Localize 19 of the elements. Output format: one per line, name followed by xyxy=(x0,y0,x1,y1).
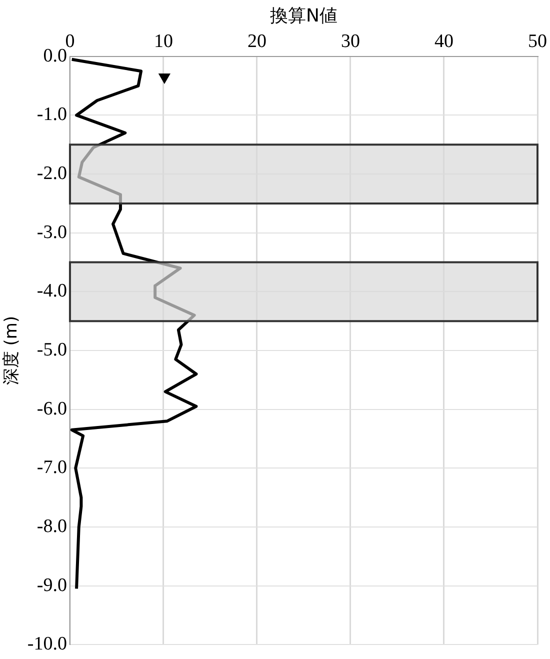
x-tick-label: 40 xyxy=(434,30,454,52)
y-axis-title: 深度 (m) xyxy=(2,316,22,386)
x-axis-title: 換算N値 xyxy=(270,5,338,26)
y-tick-label: -4.0 xyxy=(36,280,67,302)
y-tick-label: -2.0 xyxy=(36,163,67,184)
y-tick-label: -6.0 xyxy=(36,398,67,420)
x-tick-label: 0 xyxy=(65,30,75,52)
y-tick-label: 0.0 xyxy=(43,45,67,66)
x-tick-label: 50 xyxy=(528,30,547,52)
y-tick-label: -7.0 xyxy=(36,457,67,478)
y-tick-label: -9.0 xyxy=(36,574,67,596)
x-tick-label: 10 xyxy=(154,30,173,52)
y-tick-label: -8.0 xyxy=(36,516,67,537)
x-tick-label: 20 xyxy=(247,30,266,52)
y-tick-label: -1.0 xyxy=(36,104,67,126)
y-tick-label: -5.0 xyxy=(36,339,67,360)
x-tick-label: 30 xyxy=(340,30,360,52)
y-tick-label: -3.0 xyxy=(36,222,67,243)
y-tick-label: -10.0 xyxy=(27,634,67,655)
